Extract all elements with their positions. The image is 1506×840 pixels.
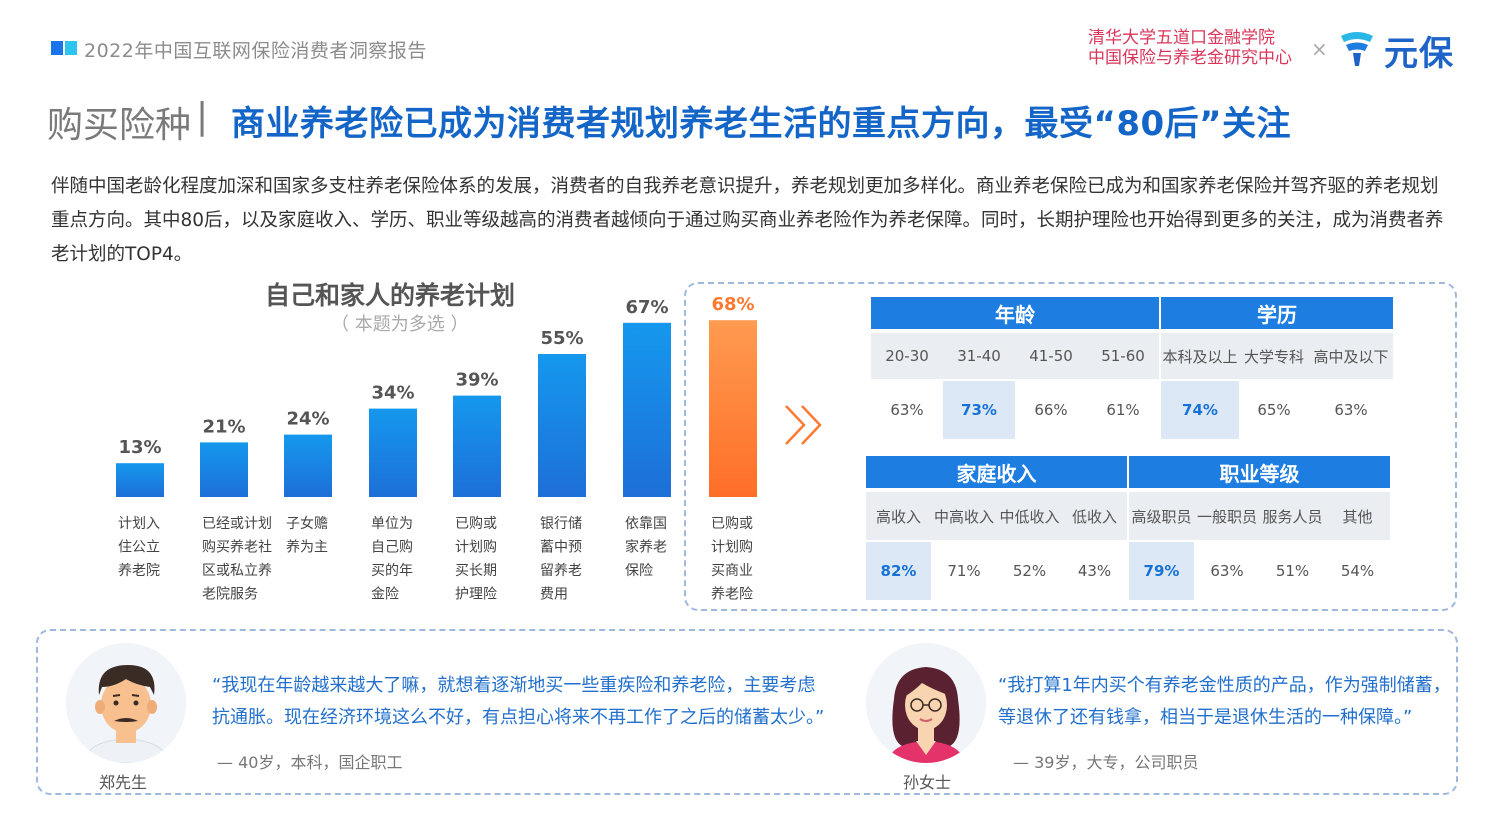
occ-value-senior: 79%	[1129, 542, 1194, 600]
category-label-3: 子女赡养为主	[286, 515, 328, 556]
edu-value-highschool: 63%	[1334, 401, 1368, 419]
income-value-low: 43%	[1077, 562, 1112, 580]
double-chevron-icon	[785, 405, 822, 445]
income-col-mid-low: 中低收入	[997, 492, 1062, 540]
bar-value-label-2: 21%	[202, 416, 245, 437]
category-label-7: 依靠国家养老保险	[625, 516, 667, 579]
education-header: 学历	[1161, 297, 1393, 329]
testimonial-quote-1-line-2: 抗通胀。现在经济环境这么不好，有点担心将来不再工作了之后的储蓄太少。”	[212, 707, 825, 728]
category-label-2: 已经或计划购买养老社区或私立养老院服务	[202, 516, 272, 603]
occ-value-service: 51%	[1275, 562, 1310, 580]
occ-value-general: 63%	[1210, 562, 1244, 580]
report-title: 2022年中国互联网保险消费者洞察报告	[84, 40, 427, 62]
income-col-high: 高收入	[866, 492, 931, 540]
logo-text: 元保	[1384, 34, 1454, 74]
income-header: 家庭收入	[866, 456, 1127, 488]
income-col-low: 低收入	[1062, 492, 1127, 540]
edu-col-college: 大学专科	[1239, 333, 1309, 379]
bar-value-label-5: 39%	[455, 370, 498, 391]
bar-4	[369, 408, 417, 497]
report-mark-icon	[51, 41, 77, 55]
bar-value-label-3: 24%	[286, 409, 329, 430]
occupation-header: 职业等级	[1129, 456, 1390, 488]
testimonial-name-2: 孙女士	[903, 773, 952, 792]
bar-value-label-1: 13%	[118, 437, 161, 458]
org-line-1: 清华大学五道口金融学院	[1088, 28, 1275, 48]
headline: 商业养老险已成为消费者规划养老生活的重点方向，最受“80后”关注	[231, 104, 1292, 144]
income-value-high: 82%	[866, 542, 931, 600]
category-label-1: 计划入住公立养老院	[118, 516, 160, 579]
testimonial-quote-2: “我打算1年内买个有养老金性质的产品，作为强制储蓄， 等退休了还有钱拿，相当于是…	[998, 670, 1451, 734]
age-value-41-50: 66%	[1034, 401, 1068, 419]
occ-col-general: 一般职员	[1194, 492, 1260, 540]
age-col-20-30: 20-30	[871, 333, 943, 379]
bar-value-label-7: 67%	[625, 297, 668, 318]
category-label-5: 已购或计划购买长期护理险	[455, 516, 497, 603]
org-line-2: 中国保险与养老金研究中心	[1088, 48, 1292, 68]
income-value-mid-high: 71%	[947, 562, 981, 580]
testimonial-quote-1: “我现在年龄越来越大了嘛，就想着逐渐地买一些重疾险和养老险，主要考虑 抗通胀。现…	[212, 670, 824, 734]
age-col-31-40: 31-40	[943, 333, 1015, 379]
age-col-41-50: 41-50	[1015, 333, 1087, 379]
bar-6	[538, 354, 586, 497]
testimonial-quote-2-line-1: “我打算1年内买个有养老金性质的产品，作为强制储蓄，	[998, 675, 1451, 696]
testimonial-cite-2: — 39岁，大专，公司职员	[1013, 753, 1199, 772]
edu-col-bachelor: 本科及以上	[1161, 333, 1239, 379]
age-header: 年龄	[871, 297, 1159, 329]
title-separator: |	[196, 96, 209, 137]
age-value-31-40: 73%	[943, 381, 1015, 439]
occ-col-senior: 高级职员	[1129, 492, 1194, 540]
section-label: 购买险种	[47, 105, 192, 146]
category-label-4: 单位为自己购买的年金险	[371, 516, 413, 603]
occ-col-service: 服务人员	[1260, 492, 1325, 540]
edu-value-college: 65%	[1257, 401, 1291, 419]
bar-7	[623, 322, 671, 497]
highlight-dashed-box	[684, 282, 1457, 611]
bar-1	[116, 463, 164, 497]
age-value-51-60: 61%	[1106, 401, 1140, 419]
income-value-mid-low: 52%	[1012, 562, 1047, 580]
bar-5	[453, 395, 501, 497]
bar-value-label-6: 55%	[540, 328, 583, 349]
testimonial-quote-2-line-2: 等退休了还有钱拿，相当于是退休生活的一种保障。”	[998, 707, 1413, 728]
times-sign: ×	[1311, 37, 1328, 61]
chart-subtitle: （ 本题为多选 ）	[331, 314, 469, 335]
income-col-mid-high: 中高收入	[931, 492, 997, 540]
edu-col-highschool: 高中及以下	[1309, 333, 1393, 379]
bar-value-label-4: 34%	[371, 383, 414, 404]
testimonial-box	[36, 629, 1458, 795]
man-avatar-icon	[66, 643, 186, 763]
testimonial-quote-1-line-1: “我现在年龄越来越大了嘛，就想着逐渐地买一些重疾险和养老险，主要考虑	[212, 675, 816, 696]
woman-avatar-icon	[866, 643, 986, 763]
bar-2	[200, 442, 248, 497]
intro-paragraph: 伴随中国老龄化程度加深和国家多支柱养老保险体系的发展，消费者的自我养老意识提升，…	[51, 176, 1444, 265]
yuanbao-logo-icon	[1341, 32, 1373, 66]
testimonial-cite-1: — 40岁，本科，国企职工	[217, 753, 403, 772]
edu-value-bachelor: 74%	[1161, 381, 1239, 439]
testimonial-name-1: 郑先生	[99, 773, 148, 792]
org-name: 清华大学五道口金融学院 中国保险与养老金研究中心	[1088, 28, 1292, 68]
occ-col-other: 其他	[1325, 492, 1390, 540]
category-label-6: 银行储蓄中预留养老费用	[540, 516, 582, 603]
age-value-20-30: 63%	[890, 401, 924, 419]
chart-title: 自己和家人的养老计划	[265, 281, 516, 310]
occ-value-other: 54%	[1340, 562, 1375, 580]
age-col-51-60: 51-60	[1087, 333, 1159, 379]
bar-3	[284, 434, 332, 497]
